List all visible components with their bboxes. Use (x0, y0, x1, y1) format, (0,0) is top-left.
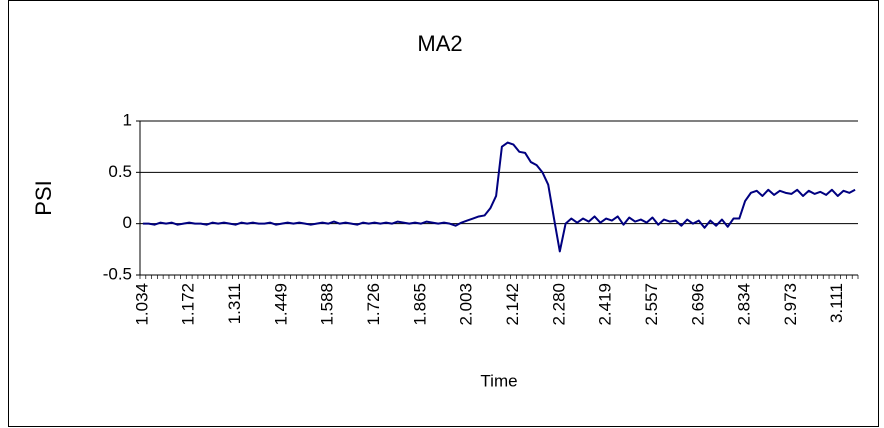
x-tick-label: 1.034 (132, 283, 151, 326)
x-tick-label: 1.865 (410, 283, 429, 326)
x-tick-label: 1.726 (364, 283, 383, 326)
chart-title: MA2 (417, 31, 462, 56)
x-tick-label: 2.142 (503, 283, 522, 326)
x-tick-label: 1.588 (318, 283, 337, 326)
x-tick-label: 2.973 (781, 283, 800, 326)
x-tick-label: 2.003 (457, 283, 476, 326)
y-tick-label: -0.5 (103, 264, 132, 283)
x-tick-label: 2.280 (549, 283, 568, 326)
x-tick-label: 2.834 (735, 283, 754, 326)
y-tick-label: 1 (123, 110, 132, 129)
x-tick-label: 2.419 (596, 283, 615, 326)
chart-border (8, 0, 879, 427)
x-tick-label: 2.557 (642, 283, 661, 326)
y-tick-label: 0 (123, 213, 132, 232)
data-line (142, 141, 856, 253)
x-axis-label: Time (480, 371, 517, 390)
x-tick-label: 3.111 (827, 283, 846, 323)
y-tick-label: 0.5 (108, 162, 132, 181)
x-tick-label: 1.172 (179, 283, 198, 326)
x-tick-label: 1.449 (271, 283, 290, 326)
y-axis-label: PSI (31, 180, 56, 215)
x-tick-label: 1.311 (225, 283, 244, 324)
x-tick-label: 2.696 (688, 283, 707, 326)
